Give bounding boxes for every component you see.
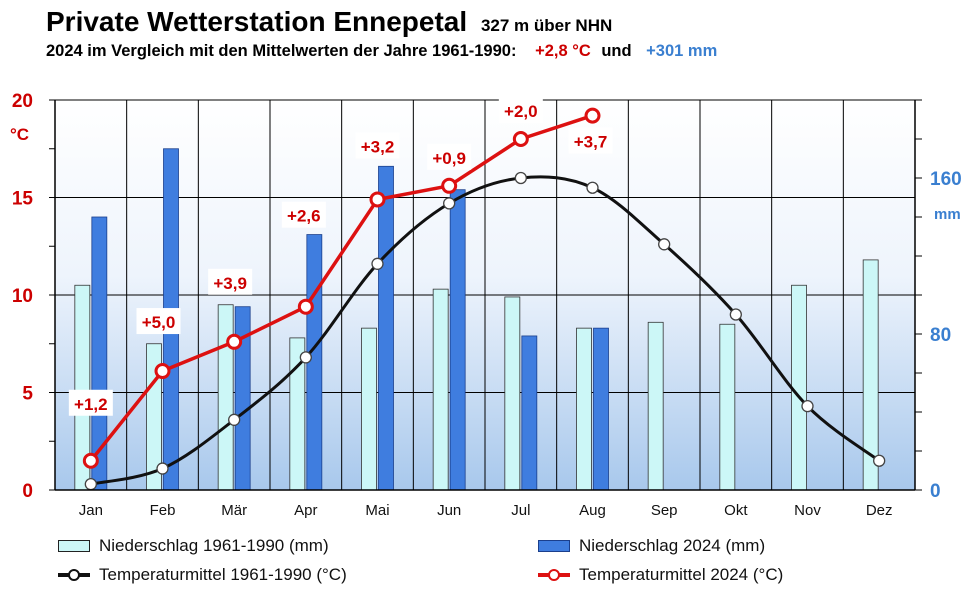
legend-label-precip-2024: Niederschlag 2024 (mm)	[579, 536, 766, 555]
point-temp-2024	[441, 177, 458, 194]
point-temp-normal	[84, 477, 97, 491]
x-tick-label: Mai	[365, 502, 389, 519]
x-tick-label: Feb	[150, 502, 176, 519]
x-tick-label: Jan	[79, 502, 103, 519]
point-temp-normal	[801, 399, 814, 413]
anomaly-label: +5,0	[142, 313, 176, 332]
chart-title: Private Wetterstation Ennepetal 327 m üb…	[46, 6, 612, 38]
anomaly-label-bg	[498, 97, 543, 123]
anomaly-label-bg	[208, 268, 253, 295]
anomaly-label-bg	[68, 389, 113, 416]
point-temp-2024	[82, 452, 99, 469]
x-tick-label: Jul	[511, 502, 530, 519]
y-right-tick-label: 80	[930, 325, 951, 346]
precip-bars	[74, 148, 879, 491]
point-temp-2024	[154, 363, 171, 380]
legend-swatch-temp-normal	[58, 568, 90, 582]
temp-delta: +2,8 °C	[535, 42, 591, 60]
bar-precip-normal	[504, 296, 521, 491]
x-tick-label: Aug	[579, 502, 606, 519]
anomaly-label-bg	[281, 201, 326, 228]
x-tick-label: Okt	[724, 502, 748, 519]
legend-label-temp-2024: Temperaturmittel 2024 (°C)	[579, 565, 784, 584]
bar-precip-2024	[593, 327, 609, 491]
y-left-tick-label: 0	[22, 481, 33, 502]
bar-precip-normal	[217, 304, 234, 491]
y-left-tick-label: 15	[12, 189, 34, 210]
y-left-tick-label: 10	[12, 286, 33, 307]
anomaly-label: +2,0	[504, 102, 538, 121]
legend-label-temp-normal: Temperaturmittel 1961-1990 (°C)	[99, 565, 347, 584]
point-temp-normal	[729, 308, 742, 321]
anomaly-labels: +1,2 +5,0 +3,9 +2,6 +3,2 +0,9 +2,0 +3,7	[68, 97, 613, 416]
point-temp-normal	[156, 462, 169, 475]
point-temp-normal	[658, 238, 671, 251]
y-right-tick-label: 160	[930, 169, 962, 190]
legend-swatch-precip-2024	[538, 540, 570, 552]
subtitle-text: 2024 im Vergleich mit den Mittelwerten d…	[46, 42, 517, 60]
point-temp-normal	[586, 181, 599, 194]
x-tick-label: Apr	[294, 502, 317, 519]
anomaly-label-bg	[355, 132, 400, 159]
point-temp-normal	[873, 454, 886, 467]
and-word: und	[601, 42, 632, 60]
point-temp-normal	[228, 413, 241, 426]
point-temp-2024	[512, 131, 529, 147]
y-right-unit-label: mm	[934, 206, 961, 223]
point-temp-normal	[514, 171, 527, 185]
point-temp-2024	[369, 191, 386, 208]
anomaly-label-bg	[568, 127, 613, 154]
x-tick-label: Sep	[651, 502, 678, 519]
y-left-unit-label: °C	[10, 125, 29, 144]
anomaly-label: +2,6	[287, 207, 321, 226]
point-temp-normal	[299, 351, 312, 364]
y-left-tick-label: 5	[22, 384, 33, 405]
y-left-tick-label: 20	[12, 91, 33, 112]
bar-precip-normal	[361, 327, 377, 491]
precip-delta: +301 mm	[646, 42, 718, 60]
x-tick-label: Mär	[221, 502, 247, 519]
bar-precip-normal	[647, 321, 664, 491]
bar-precip-normal	[432, 288, 449, 491]
axes: 0 5 10 15 20 0 80 160 °C mm Jan Feb Mär Apr Mai Jun Jul A…	[10, 91, 962, 519]
anomaly-label-bg	[136, 308, 181, 335]
temp-lines	[82, 107, 886, 491]
legend-temp-2024: Temperaturmittel 2024 (°C)	[538, 565, 783, 585]
bar-precip-2024	[449, 189, 466, 491]
anomaly-label-bg	[427, 143, 472, 170]
bar-precip-normal	[791, 284, 807, 491]
point-temp-normal	[371, 257, 384, 270]
bar-precip-normal	[719, 323, 736, 491]
elevation-text: 327 m über NHN	[480, 16, 613, 35]
bar-precip-2024	[378, 165, 394, 491]
chart-subtitle: 2024 im Vergleich mit den Mittelwerten d…	[46, 42, 717, 61]
anomaly-label: +0,9	[432, 149, 466, 168]
point-temp-2024	[584, 107, 601, 124]
x-tick-label: Nov	[794, 502, 821, 519]
x-tick-label: Jun	[437, 502, 461, 519]
anomaly-label: +3,9	[213, 274, 247, 293]
bar-precip-normal	[576, 327, 592, 491]
point-temp-2024	[297, 298, 314, 315]
chart-title-text: Private Wetterstation Ennepetal	[46, 6, 468, 37]
bar-precip-2024	[521, 335, 538, 491]
point-temp-normal	[443, 197, 456, 210]
legend-label-precip-normal: Niederschlag 1961-1990 (mm)	[99, 536, 329, 555]
y-right-tick-label: 0	[930, 481, 941, 502]
anomaly-label: +3,7	[574, 133, 608, 152]
x-tick-label: Dez	[866, 502, 893, 519]
point-temp-2024	[226, 333, 243, 350]
legend-precip-normal: Niederschlag 1961-1990 (mm)	[58, 536, 329, 556]
legend-temp-normal: Temperaturmittel 1961-1990 (°C)	[58, 565, 347, 585]
legend-precip-2024: Niederschlag 2024 (mm)	[538, 536, 765, 556]
legend-swatch-precip-normal	[58, 540, 90, 552]
grid	[54, 99, 916, 491]
legend-swatch-temp-2024	[538, 568, 570, 582]
anomaly-label: +1,2	[74, 395, 108, 414]
anomaly-label: +3,2	[361, 137, 395, 156]
line-temp-2024	[89, 113, 594, 462]
